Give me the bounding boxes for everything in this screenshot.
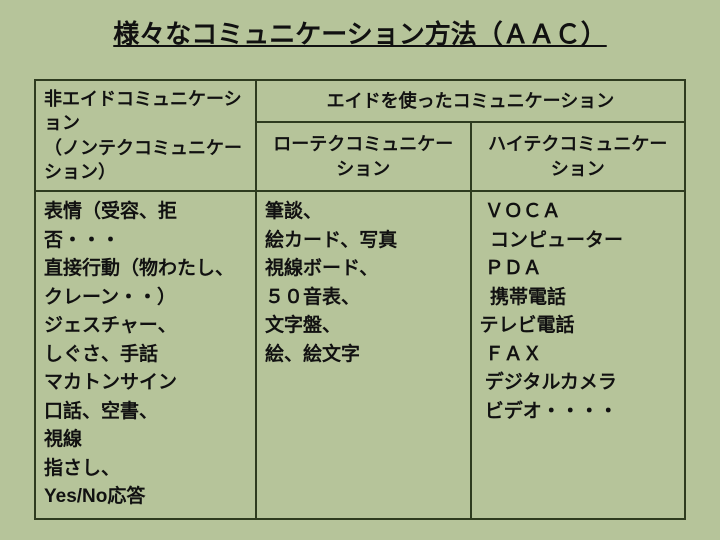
aac-table-wrap: 非エイドコミュニケーション （ノンテクコミュニケーション） エイドを使ったコミュ… [34,79,686,520]
header-non-aid-line2: （ノンテクコミュニケーション） [44,138,242,182]
cell-non-aid: 表情（受容、拒否・・・直接行動（物わたし、クレーン・・）ジェスチャー、しぐさ、手… [35,191,256,519]
header-aided: エイドを使ったコミュニケーション [256,80,685,122]
header-non-aid-line1: 非エイドコミュニケーション [44,89,242,133]
header-hightech: ハイテクコミュニケーション [471,122,686,191]
header-non-aid: 非エイドコミュニケーション （ノンテクコミュニケーション） [35,80,256,191]
slide-title: 様々なコミュニケーション方法（ＡＡＣ） [0,14,720,51]
cell-hightech: ＶＯＣＡ コンピューター ＰＤＡ 携帯電話テレビ電話 ＦＡＸ デジタルカメラ ビ… [471,191,686,519]
aac-table: 非エイドコミュニケーション （ノンテクコミュニケーション） エイドを使ったコミュ… [34,79,686,520]
header-lowtech: ローテクコミュニケーション [256,122,471,191]
slide: 様々なコミュニケーション方法（ＡＡＣ） 非エイドコミュニケーション （ノンテクコ… [0,0,720,540]
cell-lowtech: 筆談、絵カード、写真視線ボード、５０音表、文字盤、絵、絵文字 [256,191,471,519]
